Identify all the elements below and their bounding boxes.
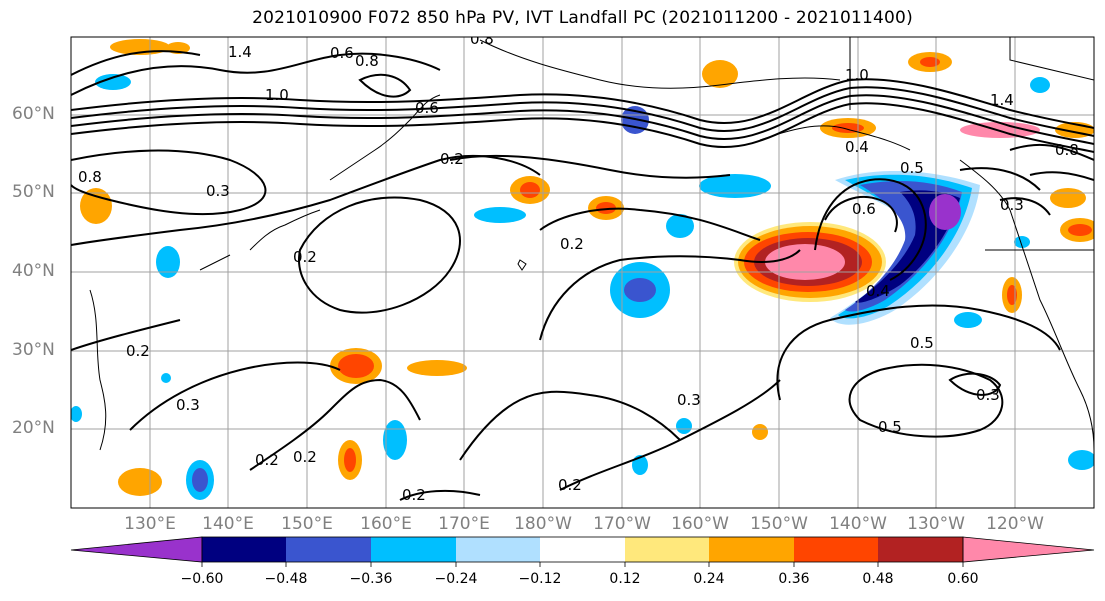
lon-label: 150°E — [281, 514, 333, 534]
lat-label-60n: 60°N — [12, 104, 55, 124]
contour-label: 0.5 — [878, 418, 902, 436]
colorbar-tick-label: 0.36 — [778, 571, 810, 587]
contour-label: 0.2 — [402, 486, 426, 504]
colorbar-tick-label: −0.36 — [349, 571, 393, 587]
lon-label: 170°E — [438, 514, 490, 534]
contour-label: 0.8 — [355, 52, 379, 70]
lat-label-20n: 20°N — [12, 418, 55, 438]
contour-label: 0.2 — [255, 451, 279, 469]
contour-label: 0.2 — [126, 342, 150, 360]
contour-label: 1.0 — [845, 66, 869, 84]
contour-label: 0.3 — [176, 396, 200, 414]
lat-label-40n: 40°N — [12, 261, 55, 281]
colorbar-swatch — [202, 537, 286, 562]
gridlines — [71, 37, 1094, 508]
lon-label: 150°W — [750, 514, 808, 534]
lat-label-50n: 50°N — [12, 182, 55, 202]
lon-label: 140°W — [829, 514, 887, 534]
contour-label: 0.3 — [677, 391, 701, 409]
contour-labels: 1.4 0.6 0.8 0.8 1.0 0.6 0.2 0.3 0.2 0.2 … — [78, 30, 1079, 504]
contour-label: 0.8 — [470, 30, 494, 48]
contour-label: 0.2 — [293, 248, 317, 266]
colorbar-tick-label: 0.60 — [947, 571, 979, 587]
contour-label: 0.8 — [78, 168, 102, 186]
contour-label: 0.5 — [900, 159, 924, 177]
contour-label: 1.0 — [265, 86, 289, 104]
contour-label: 0.6 — [415, 99, 439, 117]
lon-label: 120°W — [986, 514, 1044, 534]
colorbar-swatch — [878, 537, 963, 562]
colorbar-swatch — [794, 537, 878, 562]
colorbar-tick-label: 0.48 — [862, 571, 894, 587]
contour-label: 1.4 — [990, 91, 1014, 109]
colorbar-swatch — [709, 537, 794, 562]
colorbar-tick-label: 0.24 — [693, 571, 725, 587]
lon-label: 130°E — [124, 514, 176, 534]
colorbar-swatch — [540, 537, 625, 562]
colorbar-swatch — [371, 537, 456, 562]
lat-label-30n: 30°N — [12, 340, 55, 360]
lon-label: 160°W — [671, 514, 729, 534]
lon-label: 180°W — [514, 514, 572, 534]
colorbar-frame — [201, 536, 964, 563]
shaded-anomalies — [71, 39, 1094, 500]
pv-contours — [71, 50, 1094, 501]
colorbar-extend-low — [70, 536, 203, 563]
colorbar-swatch — [456, 537, 540, 562]
colorbar-tick-label: 0.12 — [609, 571, 641, 587]
colorbar-tick-label: −0.60 — [180, 571, 224, 587]
lon-label: 170°W — [593, 514, 651, 534]
plot-frame — [70, 36, 1095, 509]
colorbar-swatch — [625, 537, 709, 562]
lon-label: 160°E — [360, 514, 412, 534]
contour-label: 0.2 — [293, 448, 317, 466]
contour-label: 0.4 — [845, 138, 869, 156]
contour-label: 0.2 — [558, 476, 582, 494]
coastlines — [89, 37, 1094, 451]
lon-label: 140°E — [202, 514, 254, 534]
contour-label: 0.8 — [1055, 141, 1079, 159]
colorbar-tick-label: −0.48 — [264, 571, 308, 587]
contour-label: 0.3 — [1000, 196, 1024, 214]
contour-label: 0.4 — [866, 282, 890, 300]
contour-label: 0.2 — [440, 150, 464, 168]
contour-label: 0.2 — [560, 235, 584, 253]
lon-label: 130°W — [907, 514, 965, 534]
colorbar-extend-high — [962, 536, 1095, 563]
contour-label: 0.5 — [910, 334, 934, 352]
colorbar — [70, 536, 1095, 567]
colorbar-tick-label: −0.24 — [434, 571, 478, 587]
colorbar-tick-label: −0.12 — [518, 571, 562, 587]
contour-label: 0.6 — [330, 44, 354, 62]
contour-label: 0.3 — [206, 182, 230, 200]
map-title: 2021010900 F072 850 hPa PV, IVT Landfall… — [252, 8, 913, 28]
colorbar-swatch — [286, 537, 371, 562]
contour-label: 0.3 — [976, 386, 1000, 404]
contour-label: 0.6 — [852, 200, 876, 218]
contour-label: 1.4 — [228, 43, 252, 61]
